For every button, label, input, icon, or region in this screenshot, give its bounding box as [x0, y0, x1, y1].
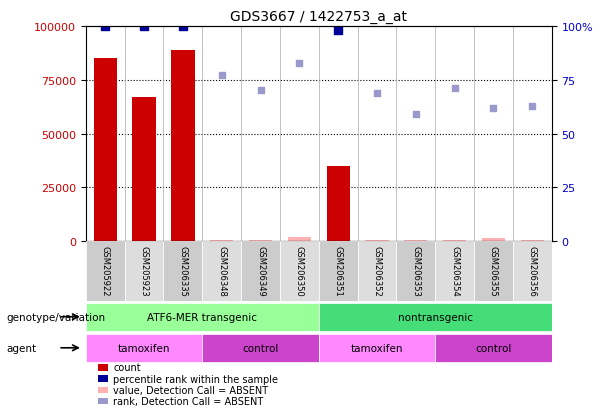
Bar [249, 240, 272, 242]
Text: GSM206348: GSM206348 [217, 246, 226, 297]
Point [450, 86, 460, 93]
Text: tamoxifen: tamoxifen [118, 343, 170, 353]
Text: GSM206352: GSM206352 [373, 246, 381, 297]
Text: GSM206354: GSM206354 [450, 246, 459, 297]
Text: count: count [113, 363, 141, 373]
Text: GSM206356: GSM206356 [528, 246, 537, 297]
Bar [435, 242, 474, 301]
Text: ATF6-MER transgenic: ATF6-MER transgenic [147, 312, 257, 322]
Bar [365, 240, 389, 242]
Point [372, 90, 382, 97]
Bar [513, 242, 552, 301]
Text: GSM206351: GSM206351 [333, 246, 343, 297]
Bar [357, 242, 397, 301]
Text: GSM206355: GSM206355 [489, 246, 498, 297]
Text: nontransgenic: nontransgenic [398, 312, 473, 322]
Bar [520, 240, 544, 242]
Bar [210, 240, 234, 242]
Bar [124, 242, 164, 301]
Point [178, 24, 188, 30]
Point [294, 60, 304, 66]
Bar [435, 334, 552, 362]
Text: control: control [242, 343, 279, 353]
Point [527, 103, 537, 109]
Point [256, 88, 265, 95]
Bar [86, 303, 319, 331]
Bar [132, 98, 156, 242]
Bar [164, 242, 202, 301]
Text: GSM205923: GSM205923 [140, 246, 148, 296]
Bar [327, 166, 350, 242]
Bar [404, 240, 427, 242]
Text: GSM206353: GSM206353 [411, 246, 421, 297]
Point [101, 24, 110, 30]
Bar [171, 50, 194, 242]
Text: control: control [475, 343, 512, 353]
Text: GSM206350: GSM206350 [295, 246, 304, 297]
Bar [86, 334, 202, 362]
Bar [319, 303, 552, 331]
Text: GSM206335: GSM206335 [178, 246, 188, 297]
Bar [397, 242, 435, 301]
Bar [474, 242, 513, 301]
Title: GDS3667 / 1422753_a_at: GDS3667 / 1422753_a_at [230, 10, 407, 24]
Bar [94, 59, 117, 242]
Point [411, 112, 421, 118]
Bar [202, 242, 241, 301]
Point [217, 73, 227, 80]
Bar [443, 240, 466, 242]
Bar [241, 242, 280, 301]
Bar [280, 242, 319, 301]
Bar [482, 238, 505, 242]
Bar [202, 334, 319, 362]
Point [333, 28, 343, 34]
Text: percentile rank within the sample: percentile rank within the sample [113, 374, 278, 384]
Text: tamoxifen: tamoxifen [351, 343, 403, 353]
Text: agent: agent [6, 343, 36, 353]
Point [489, 105, 498, 112]
Text: value, Detection Call = ABSENT: value, Detection Call = ABSENT [113, 385, 268, 395]
Bar [86, 242, 124, 301]
Text: GSM206349: GSM206349 [256, 246, 265, 297]
Text: GSM205922: GSM205922 [101, 246, 110, 296]
Bar [319, 334, 435, 362]
Text: genotype/variation: genotype/variation [6, 312, 105, 322]
Bar [287, 237, 311, 242]
Bar [319, 242, 357, 301]
Point [139, 24, 149, 30]
Text: rank, Detection Call = ABSENT: rank, Detection Call = ABSENT [113, 396, 264, 406]
